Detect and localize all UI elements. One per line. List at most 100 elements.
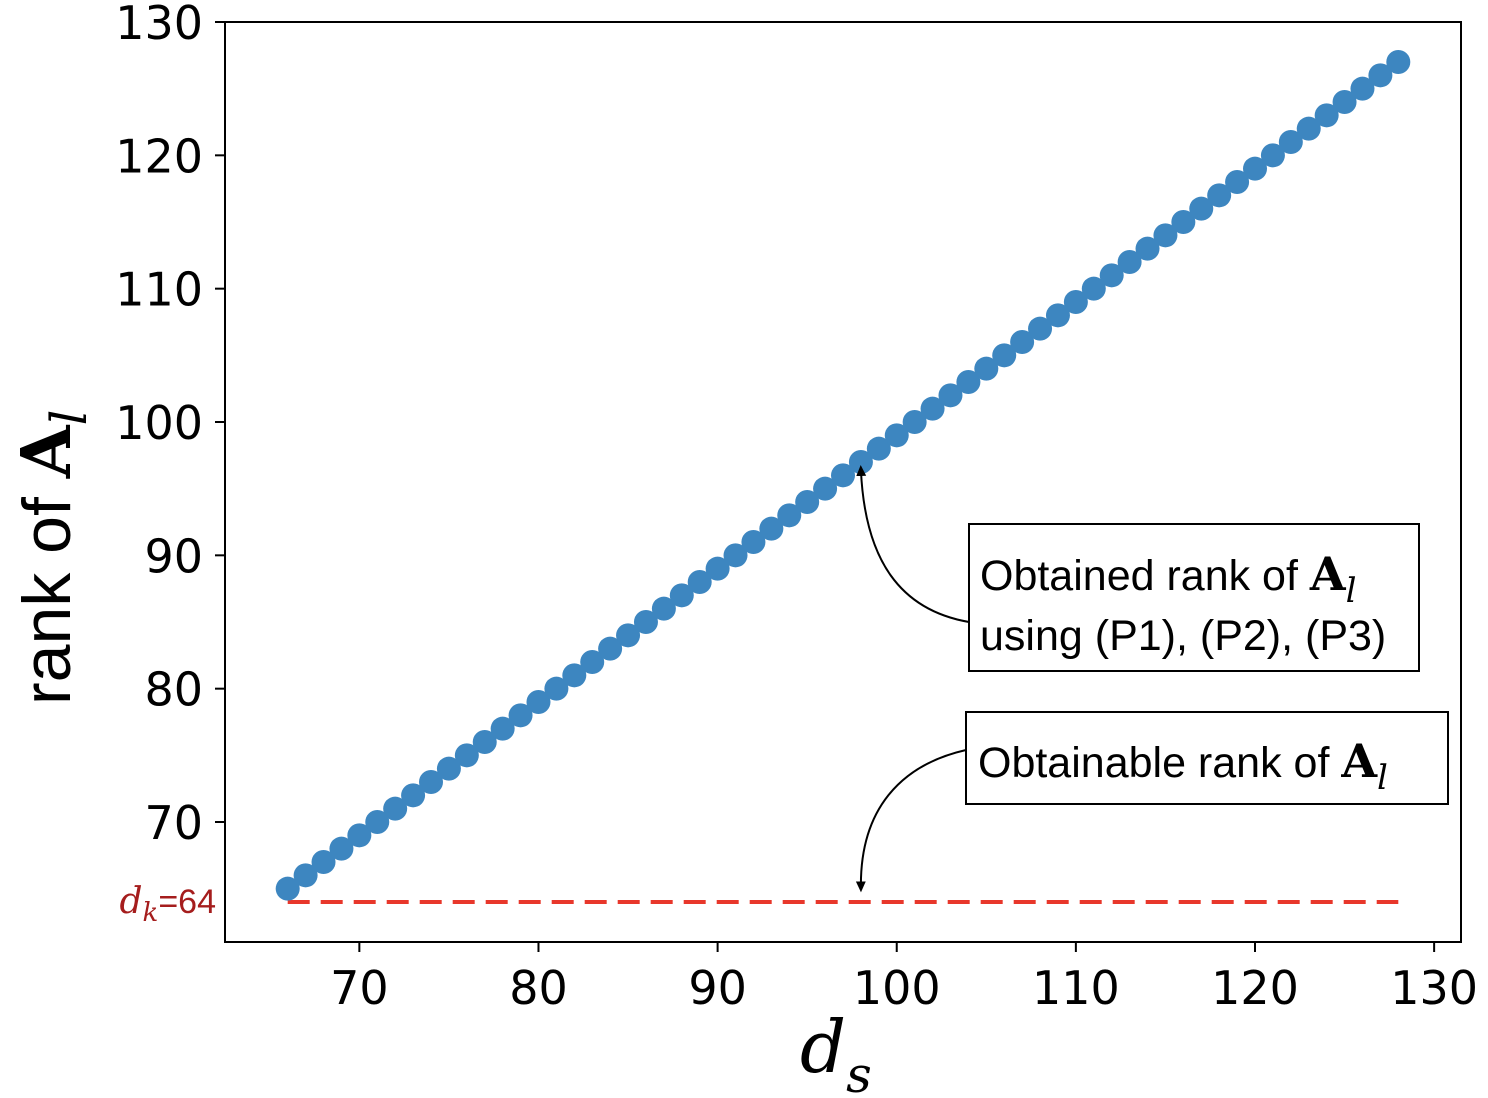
data-point: [777, 503, 802, 528]
x-tick-label: 90: [688, 961, 747, 1015]
data-point: [293, 863, 318, 888]
data-point: [633, 610, 658, 634]
data-point: [1099, 263, 1124, 288]
data-points: [275, 50, 1411, 901]
data-point: [562, 663, 587, 688]
data-point: [705, 556, 730, 581]
data-point: [992, 343, 1017, 368]
data-point: [669, 583, 694, 608]
data-point: [401, 783, 426, 808]
data-point: [1368, 63, 1393, 88]
data-point: [1260, 143, 1285, 168]
annotation-obtainable-line1: Obtainable rank of Al: [978, 734, 1388, 798]
data-point: [329, 836, 354, 861]
x-axis-label-sub: s: [846, 1046, 872, 1098]
data-point: [1207, 183, 1232, 208]
data-point: [813, 476, 838, 501]
data-point: [580, 650, 605, 674]
data-point: [436, 756, 461, 781]
annotation-obtained: Obtained rank of Al using (P1), (P2), (P…: [968, 523, 1420, 672]
x-tick-label: 70: [330, 961, 389, 1015]
y-tick-label: 90: [144, 529, 203, 583]
data-point: [1278, 130, 1303, 154]
data-point: [275, 876, 300, 901]
data-point: [1332, 90, 1357, 114]
data-point: [1243, 156, 1267, 181]
data-point: [884, 423, 909, 448]
data-point: [1314, 103, 1339, 128]
x-tick-label: 130: [1390, 961, 1478, 1015]
data-point: [974, 356, 999, 381]
data-point: [1135, 236, 1160, 261]
data-point: [1171, 210, 1196, 234]
data-point: [831, 463, 855, 488]
data-point: [311, 850, 336, 874]
y-axis-label: rank of Al: [7, 409, 98, 705]
y-axis-ticks: 70 80 90 100 110 120 130: [115, 0, 225, 850]
data-point: [902, 410, 927, 434]
data-point: [1189, 196, 1214, 221]
y-axis-label-prefix: rank of: [9, 478, 85, 705]
data-point: [616, 623, 641, 648]
data-point: [1028, 316, 1053, 341]
annotation-arrows: [855, 465, 970, 893]
data-point: [490, 716, 515, 741]
y-tick-label: 110: [115, 263, 203, 317]
annotation-obtainable: Obtainable rank of Al: [965, 711, 1449, 805]
annotation-obtained-line1: Obtained rank of Al: [980, 547, 1356, 611]
x-tick-label: 110: [1032, 961, 1120, 1015]
data-point: [848, 450, 873, 474]
data-point: [419, 770, 443, 794]
x-tick-label: 80: [509, 961, 568, 1015]
y-tick-label: 100: [115, 396, 203, 450]
y-axis-label-math: A: [7, 424, 87, 479]
annotation-obtainable-box: [965, 711, 1449, 805]
data-point: [347, 823, 372, 848]
x-axis-label-main: d: [800, 1005, 846, 1089]
arrow-obtained: [856, 465, 970, 623]
y-tick-label: 120: [115, 129, 203, 183]
reference-line-group: dk=64: [120, 881, 1399, 928]
y-tick-label: 80: [144, 663, 203, 717]
data-point: [454, 743, 479, 768]
data-point: [526, 690, 551, 714]
data-point: [1063, 290, 1088, 314]
x-tick-label: 100: [853, 961, 941, 1015]
data-point: [508, 703, 533, 728]
y-tick-label: 130: [115, 0, 203, 50]
data-point: [1153, 223, 1178, 248]
svg-text:rank of Al: rank of Al: [7, 409, 98, 705]
data-point: [1010, 330, 1035, 354]
data-point: [1350, 76, 1375, 101]
x-tick-label: 120: [1211, 961, 1299, 1015]
data-point: [741, 530, 766, 554]
y-tick-label: 70: [144, 796, 203, 850]
data-point: [723, 543, 748, 568]
data-point: [687, 570, 712, 594]
x-axis-label: ds: [800, 1005, 872, 1098]
data-point: [472, 730, 497, 754]
data-point: [1045, 303, 1070, 328]
data-point: [1081, 276, 1106, 301]
data-point: [759, 516, 784, 541]
x-axis-ticks: 70 80 90 100 110 120 130: [330, 942, 1478, 1015]
data-point: [651, 596, 676, 621]
reference-line-label: dk=64: [120, 881, 217, 928]
data-point: [383, 796, 408, 821]
data-point: [920, 396, 945, 421]
annotation-obtained-line2: using (P1), (P2), (P3): [980, 612, 1386, 660]
data-point: [365, 810, 390, 834]
data-point: [1296, 116, 1321, 141]
data-point: [795, 490, 820, 514]
data-point: [598, 636, 623, 661]
arrow-obtainable: [855, 749, 967, 893]
data-point: [1225, 170, 1250, 194]
data-point: [544, 676, 569, 701]
data-point: [1386, 50, 1411, 74]
annotation-obtained-box: [968, 523, 1420, 672]
data-point: [1117, 250, 1142, 274]
y-axis-label-sub: l: [40, 409, 98, 425]
data-point: [938, 383, 963, 408]
data-point: [956, 370, 981, 394]
